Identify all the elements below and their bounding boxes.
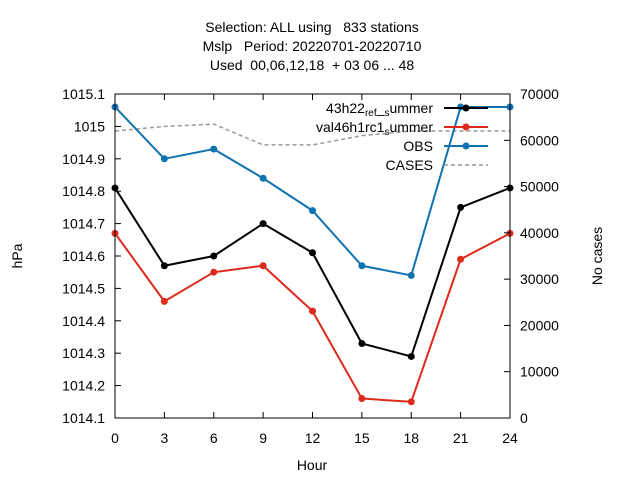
data-point (358, 262, 366, 270)
y-tick-label: 1014.4 (62, 313, 105, 329)
data-point (407, 352, 415, 360)
chart-title-line: Selection: ALL using 833 stations (205, 19, 419, 35)
x-tick-label: 21 (453, 430, 469, 446)
legend-label: OBS (403, 138, 433, 154)
series-43h22-ref-summer (111, 184, 514, 360)
y2-tick-label: 70000 (520, 86, 559, 102)
y2-tick-label: 60000 (520, 132, 559, 148)
series-line (114, 232, 511, 403)
y-tick-label: 1014.3 (62, 345, 105, 361)
data-point (160, 262, 168, 270)
data-point (210, 252, 218, 260)
data-point (358, 339, 366, 347)
data-point (210, 145, 218, 153)
x-tick-label: 3 (160, 430, 168, 446)
y2-axis-label: No cases (589, 227, 605, 285)
y2-tick-label: 50000 (520, 179, 559, 195)
x-tick-label: 6 (210, 430, 218, 446)
y2-tick-label: 40000 (520, 225, 559, 241)
data-point (309, 207, 316, 215)
x-tick-label: 18 (403, 430, 419, 446)
x-tick-label: 9 (259, 430, 267, 446)
data-point (259, 262, 267, 270)
x-tick-label: 0 (111, 430, 119, 446)
chart-title-line: Used 00,06,12,18 + 03 06 ... 48 (210, 57, 415, 73)
data-point (457, 203, 465, 211)
series-cases (114, 123, 510, 146)
y-tick-label: 1014.6 (62, 248, 105, 264)
y-tick-label: 1015.1 (62, 86, 105, 102)
x-tick-label: 12 (305, 430, 321, 446)
series-line (114, 123, 510, 146)
y-tick-label: 1014.8 (62, 183, 105, 199)
data-point (457, 255, 465, 263)
legend-marker (462, 104, 470, 112)
data-point (407, 398, 415, 406)
x-tick-label: 24 (502, 430, 518, 446)
y-tick-label: 1015 (74, 118, 105, 134)
legend-marker (462, 142, 470, 150)
y2-tick-label: 30000 (520, 271, 559, 287)
y-tick-label: 1014.5 (62, 280, 105, 296)
data-point (259, 220, 267, 228)
y-axis-label: hPa (9, 243, 25, 268)
legend-label: val46h1rc1summer (316, 119, 433, 138)
series-group (111, 103, 514, 406)
data-point (309, 307, 316, 315)
y-tick-label: 1014.7 (62, 216, 105, 232)
chart-title-line: Mslp Period: 20220701-20220710 (203, 38, 422, 54)
data-point (259, 174, 267, 182)
y2-tick-label: 0 (520, 410, 528, 426)
data-point (160, 155, 168, 163)
x-axis-label: Hour (297, 457, 328, 473)
data-point (309, 249, 316, 257)
axes-group: 0 3 6 9 12 15 18 21 24 1014.1 1014.2 1014.3 1014.4 10… (62, 86, 559, 446)
y2-tick-label: 20000 (520, 317, 559, 333)
y-tick-label: 1014.2 (62, 378, 105, 394)
legend-label: CASES (386, 157, 433, 173)
data-point (210, 268, 218, 276)
chart-title: Selection: ALL using 833 stations Mslp Pe… (203, 19, 422, 73)
data-point (358, 395, 366, 403)
data-point (407, 271, 415, 279)
y-tick-label: 1014.9 (62, 151, 105, 167)
data-point (160, 297, 168, 305)
legend-marker (462, 123, 470, 131)
y-tick-label: 1014.1 (62, 410, 105, 426)
x-tick-label: 15 (354, 430, 370, 446)
legend-label: 43h22ref_summer (326, 100, 433, 119)
y2-tick-label: 10000 (520, 364, 559, 380)
